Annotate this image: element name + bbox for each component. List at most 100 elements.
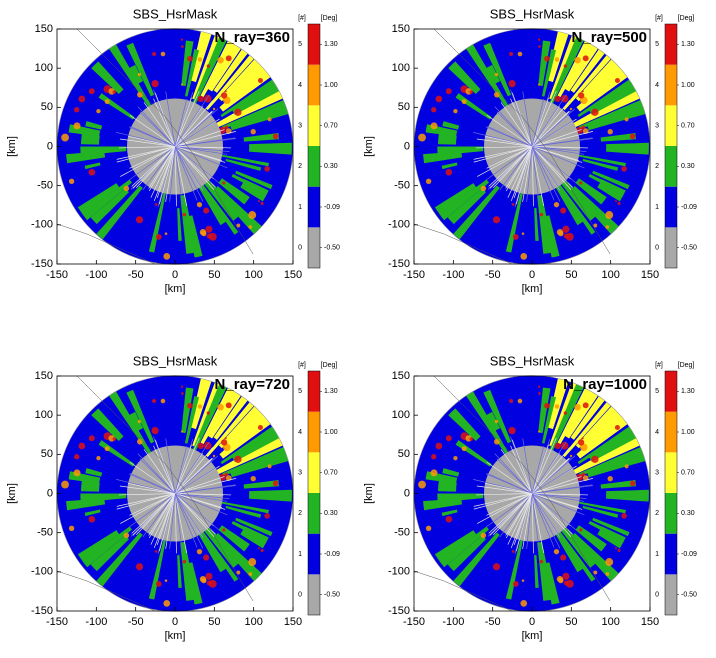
radar-sector: [217, 154, 269, 167]
colorbar-level-label: 2: [655, 163, 659, 170]
clutter-ray: [174, 146, 220, 184]
chart-title: SBS_HsrMask: [133, 6, 218, 21]
clutter-ray: [118, 493, 176, 496]
radar-echo: [556, 228, 564, 236]
y-axis-label: [km]: [6, 136, 18, 157]
radar-echo: [605, 558, 614, 566]
x-tick-label: 150: [641, 269, 659, 281]
clutter-ray: [531, 493, 555, 548]
radar-echo: [78, 95, 86, 103]
radar-echo: [494, 72, 499, 77]
colorbar-frame: [664, 23, 678, 269]
clutter-ray: [116, 146, 176, 163]
radar-echo: [538, 83, 541, 86]
radar-echo: [250, 129, 256, 135]
clutter-ray: [522, 493, 533, 549]
clutter-ray: [174, 493, 228, 516]
radar-sector: [578, 407, 623, 451]
x-tick-label: -150: [403, 269, 425, 281]
radar-echo: [445, 168, 453, 176]
colorbar-segment: [665, 574, 677, 615]
radar-sector: [589, 430, 637, 462]
clutter-ray: [500, 102, 533, 147]
y-tick-label: 100: [392, 62, 410, 74]
radar-echo: [206, 411, 211, 415]
radar-sector: [534, 555, 539, 588]
clutter-ray: [494, 106, 533, 147]
radar-sector: [187, 562, 203, 605]
radar-echo: [137, 419, 142, 424]
radar-sector: [577, 426, 633, 465]
clutter-ray: [531, 131, 593, 147]
colorbar-tick-label: -0.09: [681, 204, 697, 211]
clutter-ray: [526, 146, 533, 202]
radar-sector: [570, 49, 605, 93]
radar-echo: [197, 57, 203, 62]
radar-sector: [222, 99, 286, 129]
radar-echo: [224, 472, 229, 477]
radar-echo: [272, 133, 279, 140]
radar-sector: [557, 41, 591, 98]
radar-echo: [605, 211, 614, 219]
clutter-ray: [174, 146, 215, 190]
radar-echo: [217, 403, 224, 411]
radar-echo: [605, 572, 610, 576]
radar-echo: [196, 548, 203, 555]
clutter-ray: [137, 106, 176, 147]
radar-echo: [151, 79, 159, 88]
radar-echo: [96, 108, 101, 114]
radar-echo: [624, 117, 629, 122]
radar-echo: [187, 55, 193, 62]
radar-echo: [257, 200, 261, 203]
radar-echo: [197, 95, 204, 103]
radar-echo: [123, 185, 130, 192]
border-line: [413, 375, 611, 612]
colorbar-level-label: 5: [655, 388, 659, 395]
radar-echo: [112, 437, 117, 441]
clutter-ray: [128, 473, 176, 494]
radar-sector: [177, 208, 182, 241]
radar-echo: [508, 426, 516, 435]
y-tick-label: -150: [388, 605, 410, 617]
clutter-ray: [129, 146, 176, 181]
chart-title: SBS_HsrMask: [490, 353, 575, 368]
radar-sector: [592, 170, 630, 190]
clutter-ray: [505, 493, 533, 536]
x-tick-label: 100: [601, 269, 619, 281]
colorbar-right-unit: [Deg]: [678, 362, 695, 369]
radar-sector: [177, 555, 182, 588]
colorbar-level-label: 3: [298, 123, 302, 130]
clutter-ray: [531, 476, 582, 494]
clutter-ray: [174, 146, 223, 161]
colorbar-level-label: 3: [298, 470, 302, 477]
clutter-ray: [174, 97, 192, 147]
clutter-ray: [531, 445, 545, 494]
clutter-ray: [129, 493, 176, 516]
colorbar-segment: [308, 574, 320, 615]
clutter-ray: [169, 146, 176, 202]
annotation: N_ray=500: [572, 29, 647, 46]
radar-sector: [235, 517, 273, 537]
y-axis-label: [km]: [363, 483, 375, 504]
clutter-ray: [174, 98, 188, 147]
radar-sector: [505, 191, 524, 253]
chart-title: SBS_HsrMask: [490, 6, 575, 21]
radar-sector: [181, 387, 194, 434]
radar-echo: [431, 454, 437, 460]
radar-sector: [77, 530, 120, 561]
clutter-ray: [531, 98, 545, 147]
clutter-ray: [153, 445, 176, 494]
border-line: [56, 375, 254, 612]
radar-sector: [218, 525, 250, 552]
clutter-ray: [174, 493, 198, 548]
clutter-ray: [531, 493, 561, 538]
radar-echo: [180, 385, 184, 388]
radar-echo: [164, 232, 168, 235]
clutter-ray: [132, 146, 176, 189]
radar-echo: [539, 559, 544, 564]
clutter-ray: [150, 493, 176, 545]
y-tick-label: -50: [394, 180, 410, 192]
radar-echo: [430, 122, 438, 130]
colorbar-tick-label: 1.00: [681, 429, 695, 436]
colorbar-segment: [308, 227, 320, 268]
